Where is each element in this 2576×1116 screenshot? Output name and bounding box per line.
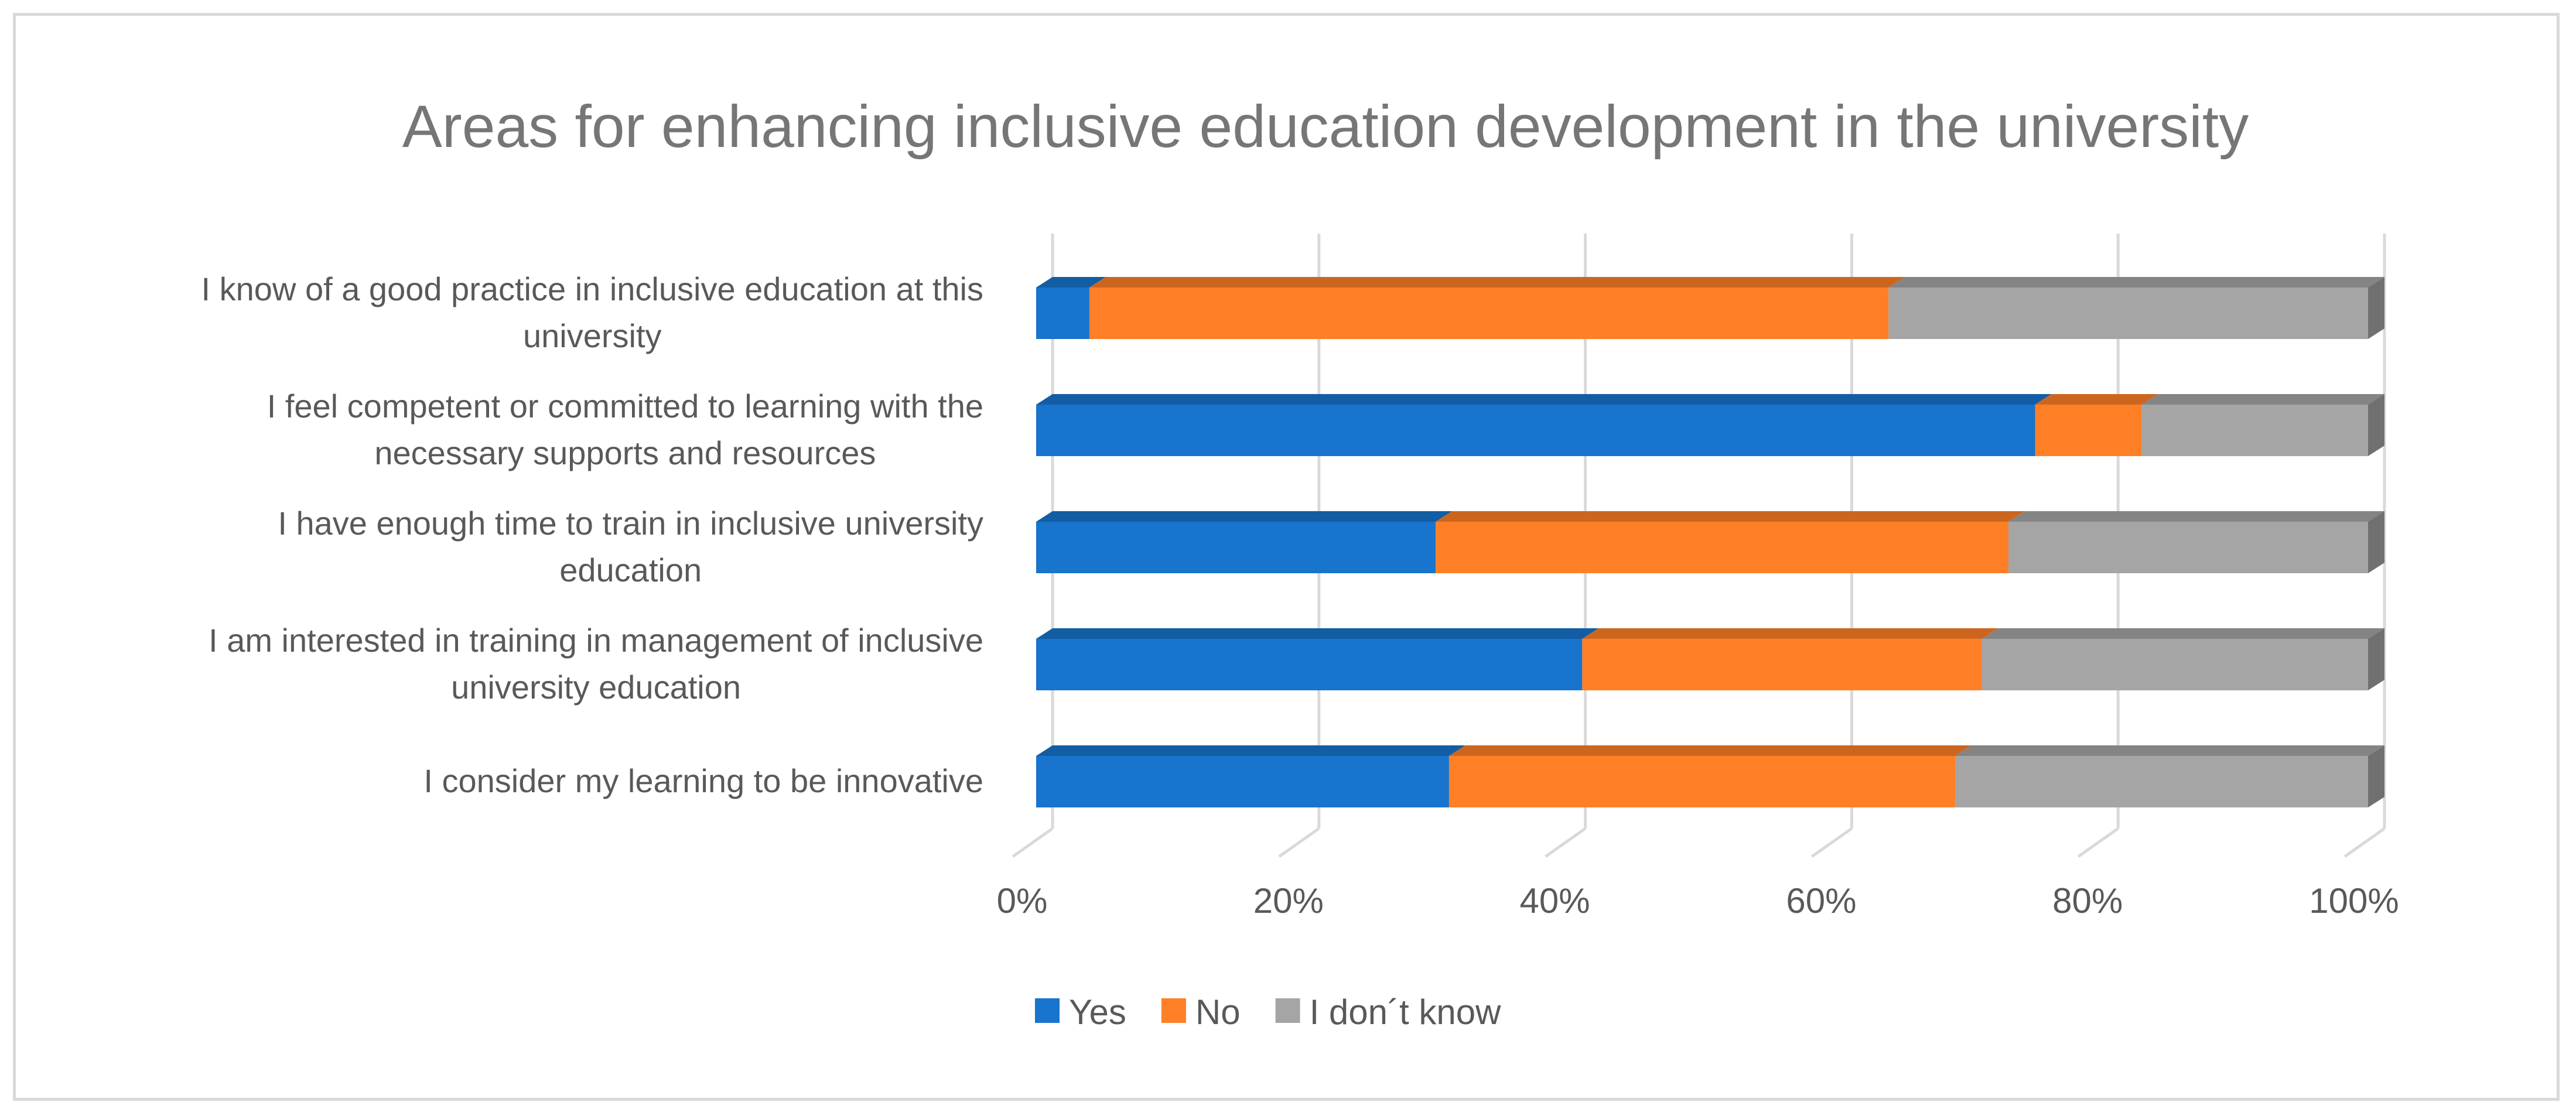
category-label: education	[559, 552, 702, 588]
bar-top-face	[1981, 628, 2384, 639]
bar-segment-yes	[1036, 511, 1453, 573]
floor-gridline	[2077, 827, 2119, 858]
legend-item: No	[1161, 992, 1241, 1032]
bar-top-face	[1888, 277, 2384, 287]
bar-front-face	[1582, 639, 1982, 690]
bar-side-face	[2368, 277, 2384, 339]
bar-segment-i-don-t-know	[1981, 628, 2384, 690]
category-label: necessary supports and resources	[374, 434, 876, 471]
category-label: I feel competent or committed to learnin…	[267, 388, 983, 425]
bar-front-face	[1436, 522, 2009, 573]
bar-front-face	[2141, 405, 2368, 456]
bar-segment-no	[1448, 745, 1972, 807]
legend-label: Yes	[1069, 992, 1126, 1032]
bar-top-face	[2008, 511, 2384, 522]
floor-gridline	[1810, 827, 1853, 858]
bar-front-face	[2008, 522, 2368, 573]
category-label: university	[523, 317, 662, 354]
bar-top-face	[1036, 745, 1465, 756]
bar-front-face	[2035, 405, 2142, 456]
bar-segment-no	[2035, 394, 2158, 456]
chart-title: Areas for enhancing inclusive education …	[402, 93, 2249, 160]
x-tick-label: 60%	[1786, 881, 1856, 920]
bar-segment-yes	[1036, 745, 1465, 807]
x-tick-label: 100%	[2309, 881, 2399, 920]
bar-side-face	[2368, 511, 2384, 573]
bar-top-face	[1036, 277, 1106, 287]
bar-segment-yes	[1036, 277, 1106, 339]
category-label: university education	[451, 669, 741, 706]
bar-front-face	[1981, 639, 2368, 690]
bar-segment-no	[1582, 628, 1998, 690]
bar-segment-i-don-t-know	[1955, 745, 2384, 807]
floor-gridline	[1012, 827, 1054, 858]
bar-segment-i-don-t-know	[2008, 511, 2384, 573]
bar-top-face	[1089, 277, 1905, 287]
bar-top-face	[1436, 511, 2025, 522]
bar-segment-no	[1436, 511, 2025, 573]
floor-gridline	[1278, 827, 1320, 858]
category-label: I know of a good practice in inclusive e…	[201, 271, 983, 307]
bar-top-face	[1036, 394, 2052, 405]
category-label: I have enough time to train in inclusive…	[278, 505, 983, 542]
bar-front-face	[1955, 756, 2368, 807]
bar-top-face	[1036, 628, 1599, 639]
bar-top-face	[2035, 394, 2158, 405]
legend-swatch	[1275, 998, 1300, 1023]
x-tick-label: 20%	[1253, 881, 1324, 920]
x-tick-label: 40%	[1520, 881, 1590, 920]
legend-item: Yes	[1035, 992, 1126, 1032]
bar-chart: Areas for enhancing inclusive education …	[201, 93, 2399, 1032]
legend-swatch	[1035, 998, 1060, 1023]
bar-front-face	[1036, 405, 2035, 456]
bar-front-face	[1036, 522, 1436, 573]
bar-front-face	[1036, 756, 1449, 807]
bar-top-face	[2141, 394, 2384, 405]
bar-segment-i-don-t-know	[1888, 277, 2384, 339]
legend-item: I don´t know	[1275, 992, 1502, 1032]
legend-label: No	[1195, 992, 1241, 1032]
bar-front-face	[1448, 756, 1956, 807]
bar-front-face	[1089, 287, 1889, 339]
bar-top-face	[1582, 628, 1998, 639]
bar-front-face	[1036, 287, 1089, 339]
legend-label: I don´t know	[1310, 992, 1502, 1032]
x-tick-label: 80%	[2052, 881, 2123, 920]
chart-area: Areas for enhancing inclusive education …	[13, 13, 2560, 1101]
bar-segment-yes	[1036, 628, 1599, 690]
bar-segment-no	[1089, 277, 1905, 339]
bar-front-face	[1036, 639, 1583, 690]
bar-top-face	[1448, 745, 1972, 756]
bar-side-face	[2368, 745, 2384, 807]
bar-segment-yes	[1036, 394, 2052, 456]
bar-side-face	[2368, 628, 2384, 690]
bar-segment-i-don-t-know	[2141, 394, 2384, 456]
floor-gridline	[2343, 827, 2386, 858]
bar-front-face	[1888, 287, 2368, 339]
floor-gridline	[1545, 827, 1587, 858]
bar-top-face	[1955, 745, 2384, 756]
bar-side-face	[2368, 394, 2384, 456]
legend-swatch	[1161, 998, 1186, 1023]
x-tick-label: 0%	[997, 881, 1048, 920]
bar-top-face	[1036, 511, 1453, 522]
category-label: I consider my learning to be innovative	[423, 762, 983, 799]
category-label: I am interested in training in managemen…	[209, 622, 983, 659]
